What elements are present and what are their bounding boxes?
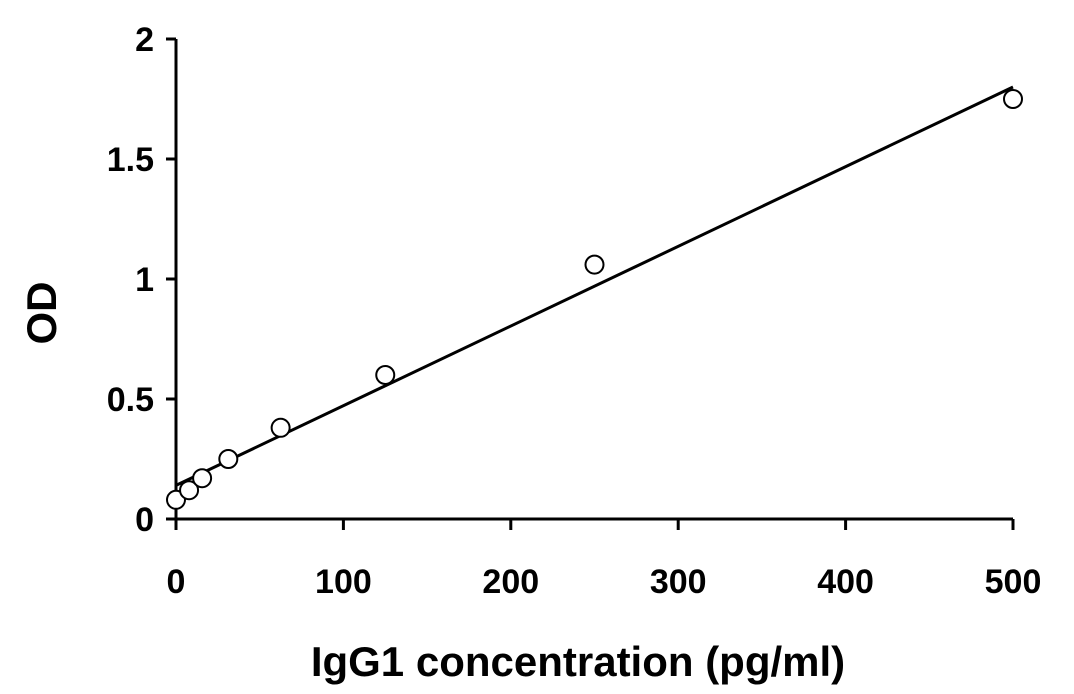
x-axis-ticks: 0 100 200 300 400 500 <box>167 519 1042 601</box>
y-tick-label: 1 <box>135 261 154 299</box>
data-point <box>375 365 396 385</box>
data-point <box>1003 89 1023 109</box>
y-axis-title: OD <box>18 282 65 345</box>
x-tick-label: 500 <box>985 563 1042 601</box>
data-point <box>218 449 239 469</box>
data-point <box>584 254 605 275</box>
x-tick-label: 300 <box>650 563 707 601</box>
y-axis-ticks: 0 0.5 1 1.5 2 <box>107 21 176 539</box>
x-tick-label: 200 <box>482 563 539 601</box>
x-tick-label: 100 <box>315 563 372 601</box>
y-tick-label: 0 <box>135 501 154 539</box>
trendline <box>175 85 1014 487</box>
y-tick-label: 2 <box>135 21 154 59</box>
data-point <box>179 480 200 501</box>
x-axis-title: IgG1 concentration (pg/ml) <box>311 638 845 685</box>
y-tick-label: 0.5 <box>107 381 154 419</box>
y-tick-label: 1.5 <box>107 141 154 179</box>
data-points <box>166 89 1023 510</box>
x-tick-label: 0 <box>167 563 186 601</box>
data-point <box>192 468 213 489</box>
x-tick-label: 400 <box>817 563 874 601</box>
data-point <box>270 417 291 438</box>
